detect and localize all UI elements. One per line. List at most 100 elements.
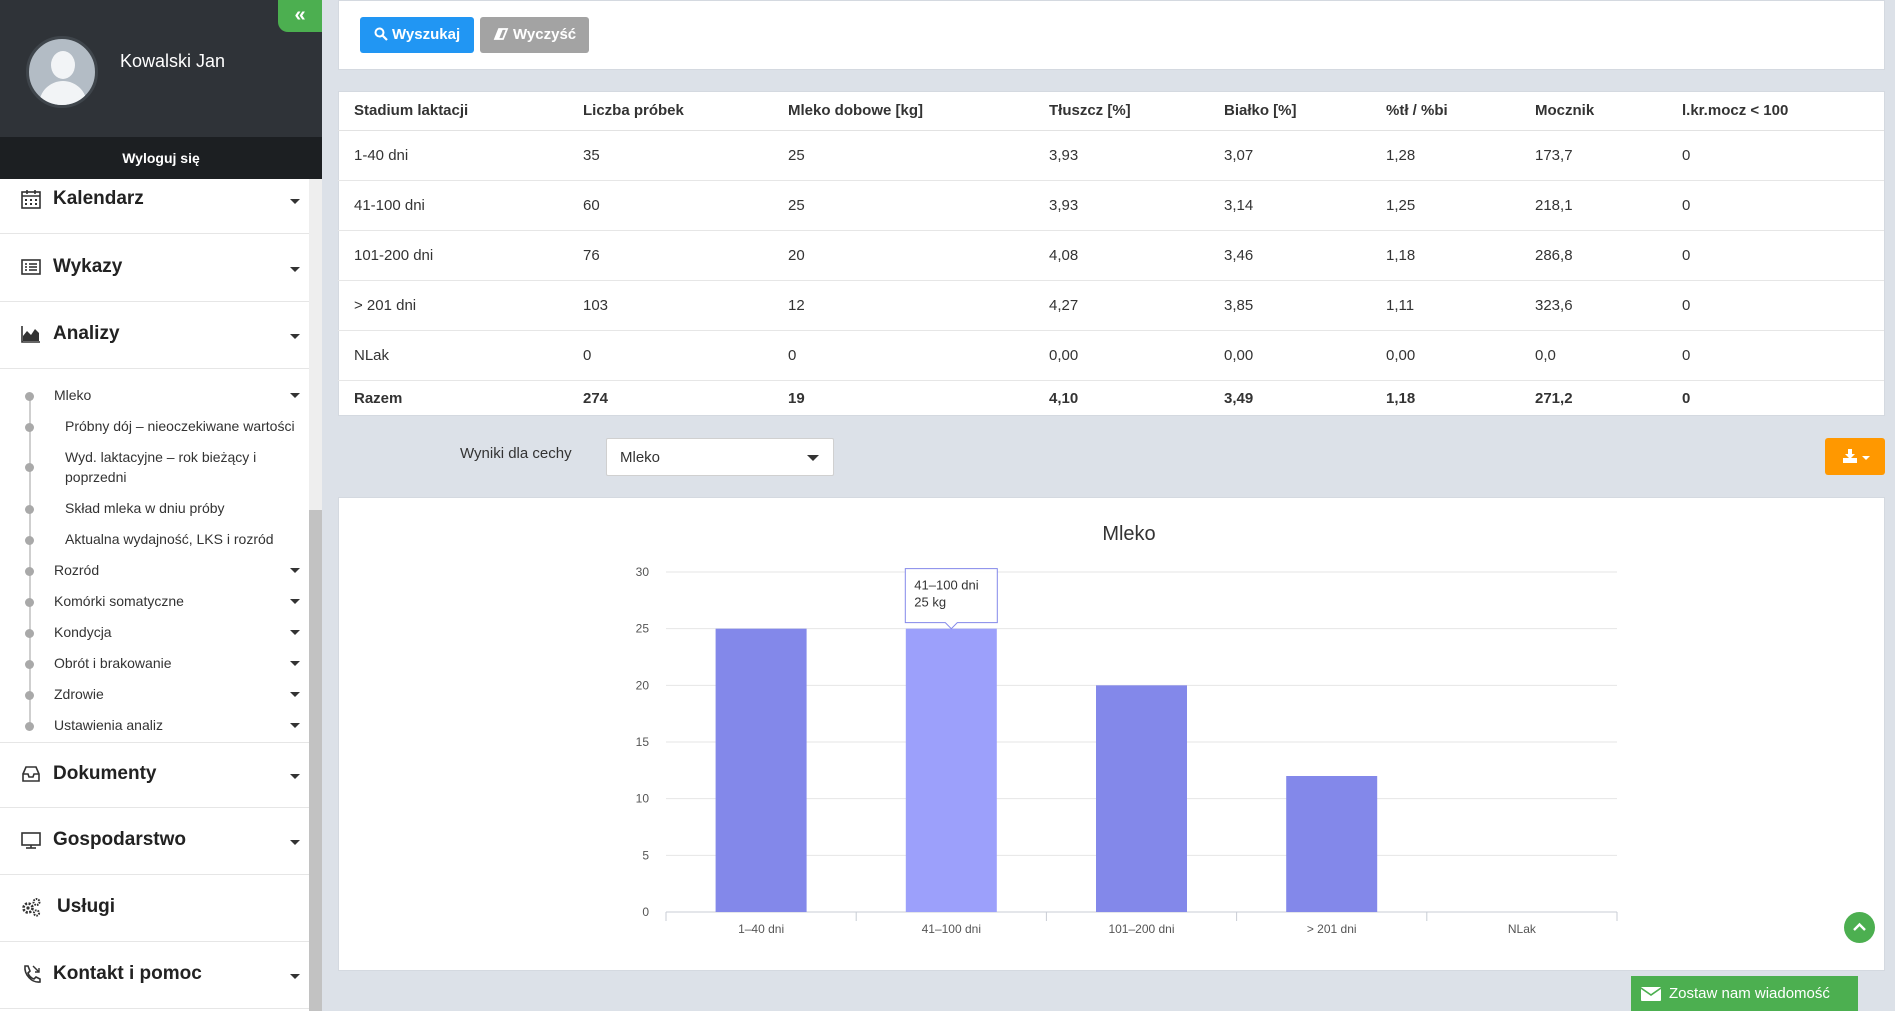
clear-button[interactable]: Wyczyść: [480, 17, 589, 53]
sidebar: Kowalski Jan « Wyloguj się Kalendarz Wyk…: [0, 0, 322, 1011]
table-cell: 60: [567, 180, 772, 231]
subtree-line: [29, 396, 31, 726]
user-name: Kowalski Jan: [120, 51, 226, 71]
column-header: Tłuszcz [%]: [1033, 91, 1208, 131]
collapse-sidebar-button[interactable]: «: [278, 0, 322, 32]
table-cell: 25: [772, 130, 1033, 181]
table-cell: 101-200 dni: [338, 230, 567, 281]
chart-panel: Mleko 0 5 10 15 20 25 30 1–40 dni 41–100 dni 101–…: [338, 497, 1885, 971]
table-total-cell: Razem: [354, 389, 403, 407]
sidebar-scrollbar-thumb[interactable]: [309, 510, 322, 1011]
bar-chart: Mleko 0 5 10 15 20 25 30 1–40 dni 41–100 dni 101–…: [636, 523, 1618, 936]
nav-item-kontakt-i-pomoc[interactable]: Kontakt i pomoc: [0, 943, 309, 1009]
table-cell: 0: [1666, 280, 1884, 331]
tooltip-value: 25 kg: [914, 595, 946, 610]
table-cell: 0,0: [1519, 330, 1666, 381]
column-header: Stadium laktacji: [338, 91, 567, 131]
leaf-sklad-mleka[interactable]: Skład mleka w dniu próby: [65, 500, 225, 516]
leaf-wyd-laktacyjne[interactable]: Wyd. laktacyjne – rok bieżący i poprzedn…: [65, 449, 257, 485]
y-tick-label: 5: [642, 848, 649, 862]
table-cell: 0: [567, 330, 772, 381]
x-tick-label: 41–100 dni: [922, 922, 981, 936]
chevron-down-icon: [290, 568, 300, 573]
table-cell: 4,08: [1033, 230, 1208, 281]
x-tick-label: 1–40 dni: [738, 922, 784, 936]
table-cell: 35: [567, 130, 772, 181]
table-row: > 201 dni 103 12 4,27 3,85 1,11 323,6 0: [338, 280, 1884, 331]
nav-item-gospodarstwo[interactable]: Gospodarstwo: [0, 809, 309, 875]
chevron-down-icon: [290, 599, 300, 604]
chevron-down-icon: [290, 630, 300, 635]
phone-icon: [24, 965, 41, 983]
bar[interactable]: [715, 628, 807, 912]
search-toolbar: [338, 0, 1885, 70]
bar[interactable]: [1096, 685, 1187, 912]
search-button[interactable]: Wyszukaj: [360, 17, 474, 53]
table-total-cell: 3,49: [1224, 389, 1254, 407]
x-tick-label: 101–200 dni: [1108, 922, 1174, 936]
column-header: Mleko dobowe [kg]: [772, 91, 1033, 131]
leave-message-bar[interactable]: Zostaw nam wiadomość: [1631, 976, 1858, 1011]
table-cell: 76: [567, 230, 772, 281]
table-total-cell: 19: [788, 389, 805, 407]
table-row: 41-100 dni 60 25 3,93 3,14 1,25 218,1 0: [338, 180, 1884, 231]
double-chevron-left-icon: «: [294, 4, 306, 26]
download-icon: [1843, 449, 1870, 463]
export-dropdown-button[interactable]: [1825, 438, 1885, 475]
chevron-down-icon: [807, 455, 819, 461]
nav-item-wykazy[interactable]: Wykazy: [0, 236, 309, 302]
calendar-icon: [21, 190, 41, 209]
nav-item-analizy[interactable]: Analizy: [0, 303, 309, 369]
scroll-to-top-button[interactable]: [1844, 912, 1875, 943]
nav-item-dokumenty[interactable]: Dokumenty: [0, 742, 309, 808]
y-tick-label: 30: [636, 565, 650, 579]
chevron-down-icon: [290, 974, 300, 979]
table-header-row: Stadium laktacji Liczba próbek Mleko dob…: [338, 91, 1884, 131]
table-cell: 0,00: [1033, 330, 1208, 381]
envelope-icon: [1641, 987, 1661, 1001]
table-cell: 0,00: [1370, 330, 1519, 381]
area-chart-icon: [21, 326, 40, 343]
monitor-icon: [21, 832, 41, 849]
table-row: 1-40 dni 35 25 3,93 3,07 1,28 173,7 0: [338, 130, 1884, 181]
x-tick-label: NLak: [1508, 922, 1537, 936]
avatar: [26, 36, 98, 108]
chevron-down-icon: [290, 393, 300, 398]
table-cell: 20: [772, 230, 1033, 281]
profile-panel: Kowalski Jan «: [0, 0, 322, 137]
leaf-aktualna-wydajnosc[interactable]: Aktualna wydajność, LKS i rozród: [65, 531, 274, 547]
chevron-down-icon: [290, 692, 300, 697]
table-cell: 323,6: [1519, 280, 1666, 331]
chevron-down-icon: [290, 840, 300, 845]
table-cell: 1-40 dni: [338, 130, 567, 181]
table-total-cell: 0: [1682, 389, 1691, 407]
y-tick-label: 15: [636, 735, 650, 749]
nav-label: Kalendarz: [53, 188, 144, 209]
leaf-probny-doj[interactable]: Próbny dój – nieoczekiwane wartości: [65, 418, 295, 434]
y-tick-label: 20: [636, 678, 650, 692]
bar[interactable]: [905, 628, 997, 912]
chevron-down-icon: [290, 661, 300, 666]
chevron-down-icon: [290, 723, 300, 728]
table-total-cell: 271,2: [1535, 389, 1573, 407]
table-cell: > 201 dni: [338, 280, 567, 331]
nav-label: Kontakt i pomoc: [53, 963, 202, 984]
table-total-cell: 4,10: [1049, 389, 1079, 407]
nav-item-uslugi[interactable]: Usługi: [0, 876, 309, 942]
search-icon: [374, 19, 388, 41]
table-total-row: Razem 274 19 4,10 3,49 1,18 271,2 0: [338, 380, 1884, 416]
table-row: NLak 0 0 0,00 0,00 0,00 0,0 0: [338, 330, 1884, 381]
column-header: Liczba próbek: [567, 91, 772, 131]
bar[interactable]: [1286, 776, 1378, 912]
nav-item-kalendarz[interactable]: Kalendarz: [0, 168, 309, 234]
list-icon: [21, 259, 41, 275]
nav-label: Gospodarstwo: [53, 829, 187, 850]
table-total-cell: 274: [583, 389, 609, 407]
feature-label: Wyniki dla cechy: [460, 445, 572, 462]
logout-button[interactable]: Wyloguj się: [0, 137, 322, 179]
feature-select[interactable]: Mleko: [606, 438, 834, 476]
eraser-icon: [493, 19, 509, 40]
table-cell: 1,25: [1370, 180, 1519, 231]
chart-tooltip: 41–100 dni 25 kg: [904, 568, 998, 630]
chevron-down-icon: [290, 334, 300, 339]
